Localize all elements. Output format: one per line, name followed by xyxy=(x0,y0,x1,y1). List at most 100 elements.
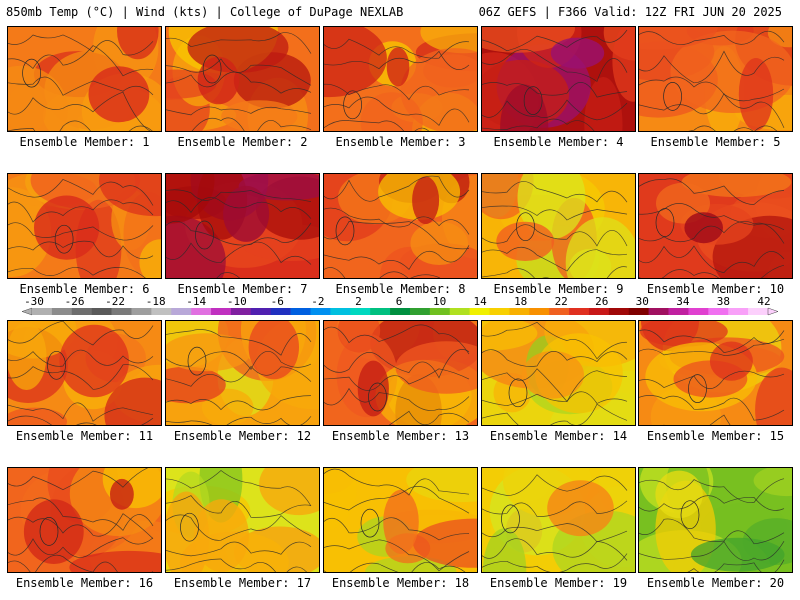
colorbar-segment xyxy=(728,308,749,315)
ensemble-panel-16 xyxy=(7,467,162,573)
temperature-field xyxy=(324,321,477,425)
temperature-field xyxy=(482,27,635,131)
ensemble-member-label: Ensemble Member: 20 xyxy=(646,576,785,590)
colorbar-tick-label: -18 xyxy=(146,297,166,308)
ensemble-member-label: Ensemble Member: 16 xyxy=(15,576,154,590)
colorbar-segment xyxy=(449,308,470,315)
colorbar-tick-label: -26 xyxy=(65,297,85,308)
ensemble-panel-12 xyxy=(165,320,320,426)
colorbar-tick-label: -14 xyxy=(186,297,206,308)
temperature-field xyxy=(166,27,319,131)
colorbar-tick-label: 18 xyxy=(514,297,527,308)
colorbar-tick-label: 14 xyxy=(473,297,487,308)
colorbar-segment xyxy=(628,308,649,315)
ensemble-member-label: Ensemble Member: 8 xyxy=(335,282,466,296)
colorbar-segment xyxy=(91,308,112,315)
colorbar-tick-label: 38 xyxy=(717,297,730,308)
colorbar-segment xyxy=(51,308,73,315)
colorbar-segment xyxy=(330,308,351,315)
temperature-field xyxy=(166,174,319,278)
colorbar-tick-label: -2 xyxy=(311,297,324,308)
colorbar-tick-label: 26 xyxy=(595,297,608,308)
colorbar-segment xyxy=(549,308,570,315)
colorbar-segment xyxy=(32,308,53,315)
colorbar-segment xyxy=(350,308,371,315)
temperature-field xyxy=(639,27,792,131)
temperature-field xyxy=(482,468,635,572)
colorbar-tick-label: 2 xyxy=(355,297,362,308)
ensemble-member-label: Ensemble Member: 10 xyxy=(646,282,785,296)
colorbar-segment xyxy=(588,308,610,315)
colorbar-segment xyxy=(529,308,550,315)
ensemble-member-label: Ensemble Member: 12 xyxy=(173,429,312,443)
colorbar-segment xyxy=(390,308,411,315)
colorbar-segment xyxy=(310,308,331,315)
map-title: 850mb Temp (°C) | Wind (kts) | College o… xyxy=(6,5,404,19)
ensemble-panel-4 xyxy=(481,26,636,132)
ensemble-panel-2 xyxy=(165,26,320,132)
colorbar-segment xyxy=(608,308,630,315)
temperature-field xyxy=(482,321,635,425)
colorbar-segment xyxy=(270,308,291,315)
colorbar-tick-label: 42 xyxy=(757,297,770,308)
ensemble-panel-8 xyxy=(323,173,478,279)
ensemble-member-label: Ensemble Member: 5 xyxy=(650,135,781,149)
colorbar-tick-label: -6 xyxy=(271,297,284,308)
ensemble-panel-13 xyxy=(323,320,478,426)
colorbar-segment xyxy=(688,308,709,315)
colorbar-segment xyxy=(648,308,669,315)
ensemble-panel-14 xyxy=(481,320,636,426)
temperature-field xyxy=(166,321,319,425)
colorbar-left-arrow xyxy=(21,307,33,316)
colorbar-right-arrow xyxy=(767,307,779,316)
ensemble-panel-9 xyxy=(481,173,636,279)
temperature-field xyxy=(639,321,792,425)
ensemble-member-label: Ensemble Member: 14 xyxy=(489,429,628,443)
colorbar-segment xyxy=(230,308,252,315)
temperature-field xyxy=(639,468,792,572)
colorbar-tick-label: 6 xyxy=(396,297,403,308)
ensemble-panel-6 xyxy=(7,173,162,279)
ensemble-member-label: Ensemble Member: 17 xyxy=(173,576,312,590)
ensemble-panel-18 xyxy=(323,467,478,573)
ensemble-panel-20 xyxy=(638,467,793,573)
colorbar-segment xyxy=(409,308,431,315)
temperature-field xyxy=(8,468,161,572)
colorbar-tick-label: 30 xyxy=(636,297,649,308)
colorbar-tick-label: -10 xyxy=(227,297,247,308)
temperature-field xyxy=(8,27,161,131)
colorbar-tick-label: -30 xyxy=(24,297,44,308)
ensemble-member-label: Ensemble Member: 6 xyxy=(19,282,150,296)
colorbar-tick-label: 22 xyxy=(555,297,568,308)
temperature-field xyxy=(8,174,161,278)
ensemble-member-label: Ensemble Member: 9 xyxy=(493,282,624,296)
temperature-colorbar: -30 -26 -22 -18 -14 -10 -6 -2 2 6 10 14 18 22 26 30 34 38… xyxy=(21,297,779,316)
colorbar-segment xyxy=(151,308,172,315)
colorbar-segment xyxy=(569,308,590,315)
colorbar-segment xyxy=(708,308,729,315)
ensemble-panel-7 xyxy=(165,173,320,279)
ensemble-panel-17 xyxy=(165,467,320,573)
temperature-field xyxy=(324,174,477,278)
ensemble-member-label: Ensemble Member: 13 xyxy=(331,429,470,443)
colorbar-segment xyxy=(469,308,490,315)
ensemble-member-label: Ensemble Member: 4 xyxy=(493,135,624,149)
temperature-field xyxy=(639,174,792,278)
colorbar-tick-label: -22 xyxy=(105,297,125,308)
temperature-field xyxy=(8,321,161,425)
ensemble-panel-11 xyxy=(7,320,162,426)
ensemble-panel-1 xyxy=(7,26,162,132)
ensemble-member-label: Ensemble Member: 1 xyxy=(19,135,150,149)
temperature-field xyxy=(482,174,635,278)
ensemble-member-label: Ensemble Member: 18 xyxy=(331,576,470,590)
colorbar-segment xyxy=(668,308,689,315)
temperature-field xyxy=(324,468,477,572)
colorbar-segment xyxy=(370,308,391,315)
ensemble-panel-3 xyxy=(323,26,478,132)
colorbar-segment xyxy=(111,308,132,315)
colorbar-segment xyxy=(211,308,232,315)
colorbar-segment xyxy=(250,308,271,315)
ensemble-member-label: Ensemble Member: 15 xyxy=(646,429,785,443)
ensemble-panel-5 xyxy=(638,26,793,132)
ensemble-panel-10 xyxy=(638,173,793,279)
